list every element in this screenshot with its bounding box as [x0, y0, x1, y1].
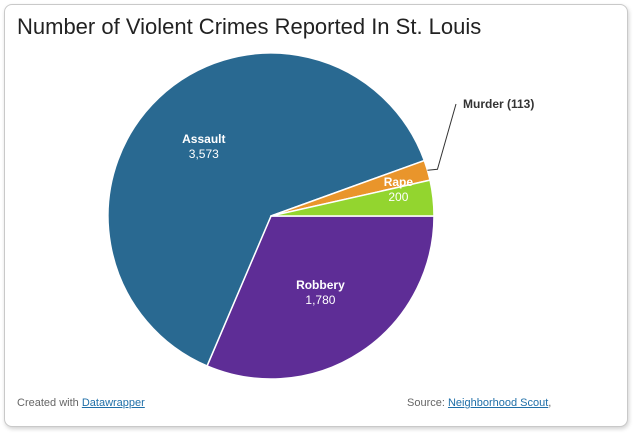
credit-prefix: Created with [17, 397, 79, 409]
source-suffix: , [548, 397, 552, 409]
label-assault-name: Assault [182, 132, 225, 146]
label-robbery-name: Robbery [296, 278, 345, 292]
label-rape: Rape 200 [384, 175, 414, 204]
label-robbery: Robbery 1,780 [296, 278, 345, 307]
label-murder: Murder (113) [463, 97, 534, 111]
label-rape-name: Rape [384, 175, 414, 189]
source-text: Source: Neighborhood Scout, [407, 397, 551, 409]
datawrapper-link[interactable]: Datawrapper [81, 397, 145, 409]
label-robbery-value: 1,780 [305, 293, 335, 307]
slice-assault[interactable] [107, 52, 426, 367]
slice-rape[interactable] [270, 179, 435, 217]
slice-robbery[interactable] [206, 215, 435, 380]
label-assault: Assault 3,573 [182, 132, 225, 161]
label-assault-value: 3,573 [189, 147, 219, 161]
leader-lines [427, 103, 457, 171]
leader-line-murder [427, 103, 457, 171]
pie-slices [107, 52, 435, 380]
credit-text: Created with Datawrapper [17, 397, 145, 409]
label-rape-value: 200 [388, 190, 408, 204]
source-link[interactable]: Neighborhood Scout [447, 397, 549, 409]
slice-labels: Robbery 1,780 Assault 3,573 Murder (113) Rape… [182, 97, 534, 307]
chart-title: Number of Violent Crimes Reported In St.… [17, 14, 482, 39]
source-prefix: Source: [407, 397, 445, 409]
